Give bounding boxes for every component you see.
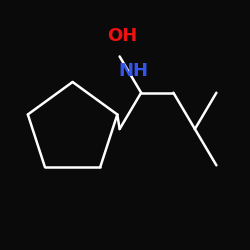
Text: NH: NH bbox=[119, 62, 149, 80]
Text: OH: OH bbox=[108, 27, 138, 45]
